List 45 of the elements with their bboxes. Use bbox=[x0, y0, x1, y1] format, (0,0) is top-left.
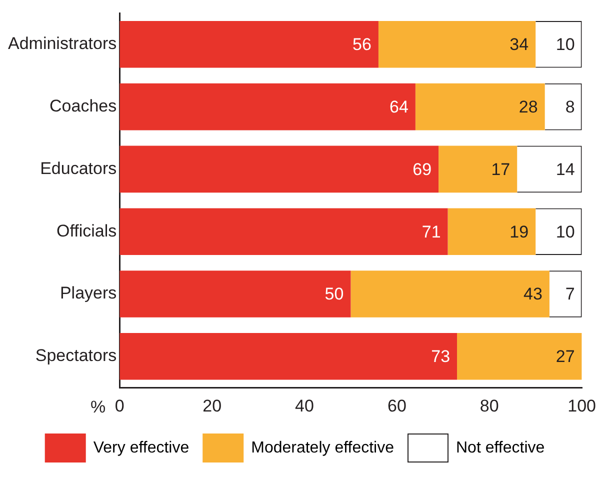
data-label: 8 bbox=[565, 97, 575, 116]
y-tick-label: Administrators bbox=[8, 34, 117, 54]
x-tick-label: 40 bbox=[295, 396, 314, 416]
y-tick-label: Spectators bbox=[35, 346, 117, 366]
data-label: 14 bbox=[556, 160, 575, 179]
bar bbox=[120, 21, 378, 68]
data-label: 69 bbox=[412, 160, 432, 179]
bar bbox=[120, 208, 448, 255]
data-label: 43 bbox=[524, 284, 542, 304]
bar bbox=[378, 21, 536, 68]
y-tick-label: Coaches bbox=[50, 96, 117, 116]
y-tick-label: Officials bbox=[56, 221, 117, 240]
data-label: 64 bbox=[390, 97, 408, 116]
data-label: 50 bbox=[324, 284, 344, 304]
x-axis-title: % bbox=[90, 397, 106, 416]
data-label: 34 bbox=[510, 35, 529, 54]
y-tick-label: Educators bbox=[40, 158, 117, 178]
data-label: 10 bbox=[556, 35, 575, 54]
bar bbox=[457, 333, 582, 380]
y-tick-label: Players bbox=[60, 284, 117, 303]
x-tick-label: 0 bbox=[114, 396, 124, 416]
bar bbox=[120, 333, 458, 380]
legend-label: Not effective bbox=[456, 439, 545, 456]
data-label: 73 bbox=[431, 347, 450, 366]
bar bbox=[120, 270, 351, 318]
data-label: 10 bbox=[556, 222, 575, 242]
bar bbox=[350, 270, 550, 318]
bar bbox=[415, 83, 545, 130]
data-label: 7 bbox=[565, 284, 575, 304]
data-label: 56 bbox=[352, 35, 372, 54]
data-label: 19 bbox=[510, 222, 529, 242]
bar bbox=[120, 83, 416, 130]
data-label: 71 bbox=[422, 222, 441, 242]
legend-label: Very effective bbox=[93, 439, 190, 456]
data-label: 27 bbox=[556, 347, 575, 366]
legend-label: Moderately effective bbox=[251, 439, 394, 456]
data-label: 28 bbox=[518, 97, 538, 116]
x-tick-label: 100 bbox=[568, 396, 596, 416]
x-tick-label: 80 bbox=[480, 396, 499, 416]
bar bbox=[120, 146, 439, 193]
bar bbox=[448, 208, 536, 255]
x-tick-label: 20 bbox=[202, 396, 222, 416]
data-label: 17 bbox=[491, 160, 510, 179]
x-tick-label: 60 bbox=[387, 396, 406, 416]
bar bbox=[438, 146, 518, 193]
